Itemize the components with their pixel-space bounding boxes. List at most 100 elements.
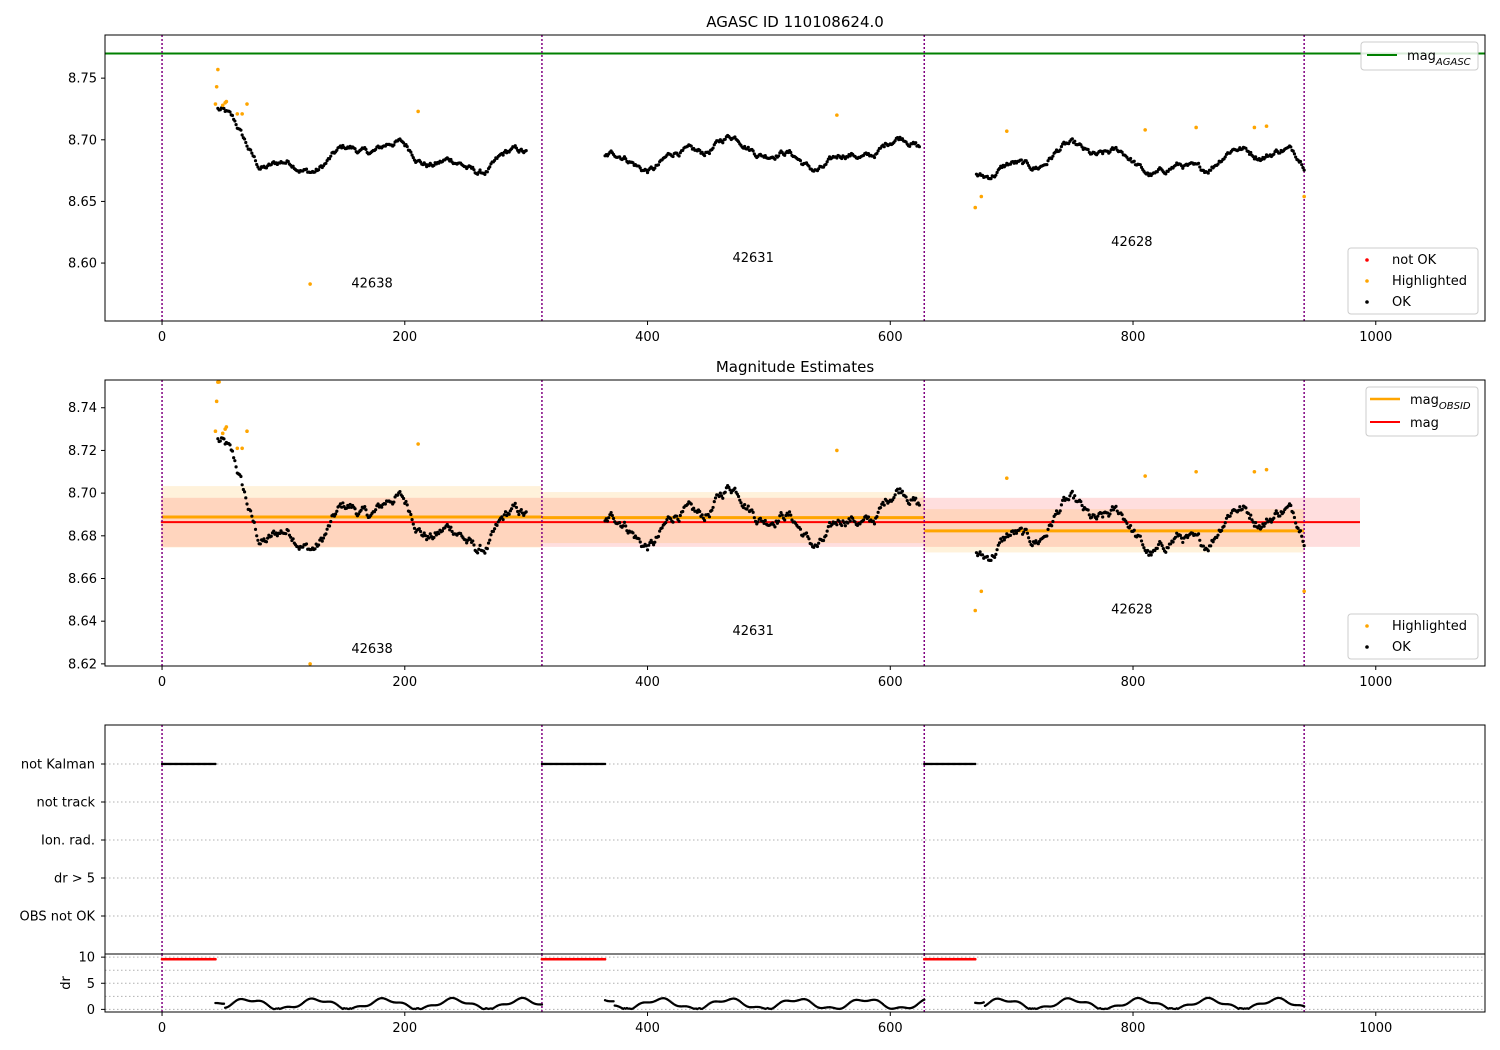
ok-point-227 [491,529,495,533]
dr-point-1-628 [923,998,926,1001]
ok-point-741 [1249,513,1253,517]
ok-point-122 [364,147,368,151]
ok-point-638 [1124,519,1128,523]
highlighted-point-20 [1302,589,1306,594]
ok-point-333 [698,148,702,152]
ok-point-70 [301,545,305,549]
ok-point-373 [746,145,750,149]
ok-point-615 [1096,514,1100,518]
ok-point-509 [911,496,915,500]
flag-point-0-1-365 [603,762,607,766]
ok-point-776 [1291,149,1295,153]
ok-point-750 [1260,525,1264,529]
ok-point-531 [994,552,998,556]
agasc-legend-points[interactable]: not OK Highlighted OK [1347,247,1479,315]
ok-point-67 [297,547,301,551]
ok-point-246 [514,505,519,510]
ok-point-156 [405,144,409,149]
ok-point-20 [240,133,244,137]
ok-point-455 [846,155,850,159]
ok-point-403 [783,153,787,157]
flag-row-label-2: Ion. rad. [41,834,95,849]
agasc-legend-mag-label: magAGASC [1407,49,1471,68]
highlighted-point-17 [1252,125,1257,130]
ok-point-172 [425,538,429,542]
agasc-legend-mag-sub: AGASC [1435,57,1471,68]
ok-point-238 [505,513,509,518]
ok-point-89 [324,161,328,165]
ok-point-399 [778,514,782,518]
ok-point-145 [392,500,396,504]
ok-point-476 [871,519,875,523]
ok-point-416 [798,159,803,163]
agasc-legend-mag-name: mag [1407,49,1436,64]
ok-point-337 [702,153,707,158]
ok-point-121 [363,504,367,509]
ok-point-559 [1028,539,1032,544]
x-tick-label-1: 200 [392,330,417,345]
ok-point-14 [233,459,237,463]
dr-y-tick-label-2: 10 [78,951,95,966]
ok-point-56 [284,532,288,536]
ok-point-511 [914,141,918,145]
dr-panel: 0 200 400 600 800 1000 0 5 10 dr [59,951,1486,1036]
ok-point-757 [1268,517,1272,521]
ok-point-32 [255,534,259,538]
ok-point-717 [1220,528,1224,533]
ok-point-708 [1209,168,1213,172]
ok-point-431 [817,541,821,545]
estimates-legend-lines[interactable]: magOBSID mag [1365,386,1479,437]
ok-point-626 [1109,508,1113,512]
ok-point-739 [1246,149,1250,154]
ok-point-358 [728,488,732,492]
ok-point-108 [347,505,351,510]
ok-point-254 [524,149,528,153]
estimates-legend-ok-marker [1365,645,1369,649]
estimates-panel-y-ticks: 8.62 8.64 8.66 8.68 8.70 8.72 8.74 [68,401,105,672]
ok-point-595 [1071,496,1076,500]
ok-point-587 [1062,495,1066,499]
ok-point-345 [712,500,716,504]
estimates-panel: Magnitude Estimates 42638 42631 42628 0 200… [68,358,1486,690]
ok-point-740 [1247,516,1252,520]
ok-point-13 [232,456,236,460]
ok-point-377 [751,149,755,153]
ok-point-24 [245,144,249,148]
ok-point-242 [509,507,514,511]
highlighted-point-3 [217,380,221,384]
x-tick-label-5: 1000 [1359,330,1392,345]
ok-point-300 [658,529,662,533]
estimates-panel-obs-labels: 42638 42631 42628 [351,603,1152,657]
ok-point-581 [1054,509,1059,513]
ok-point-540 [1005,532,1009,536]
estimates-legend-points[interactable]: Highlighted OK [1347,613,1479,660]
ok-point-783 [1300,534,1304,538]
ok-point-311 [671,154,675,159]
ok-point-15 [234,465,238,469]
ok-point-457 [848,154,852,158]
ok-point-556 [1024,527,1028,532]
ok-point-273 [625,529,629,533]
highlighted-point-8 [245,102,249,106]
ok-point-366 [738,498,742,502]
ok-point-290 [645,170,650,175]
ok-point-314 [675,514,679,518]
ok-point-161 [411,522,415,526]
ok-point-159 [409,512,413,517]
ok-point-27 [249,148,253,152]
ok-point-169 [421,534,425,538]
ok-point-584 [1058,148,1062,152]
ok-point-14 [233,119,237,123]
ok-point-248 [517,512,521,517]
highlighted-point-0 [213,102,218,106]
y-tick-label-3: 8.75 [68,72,97,87]
agasc-legend-lines[interactable]: magAGASC [1360,41,1479,71]
agasc-panel-x-ticks: 0 200 400 600 800 1000 [158,321,1392,345]
ok-point-573 [1045,162,1049,167]
ok-point-192 [449,525,453,529]
ok-point-31 [253,527,258,532]
ok-point-178 [432,535,436,540]
ok-point-534 [997,541,1002,545]
dr-y-tick-label-0: 0 [87,1003,95,1018]
